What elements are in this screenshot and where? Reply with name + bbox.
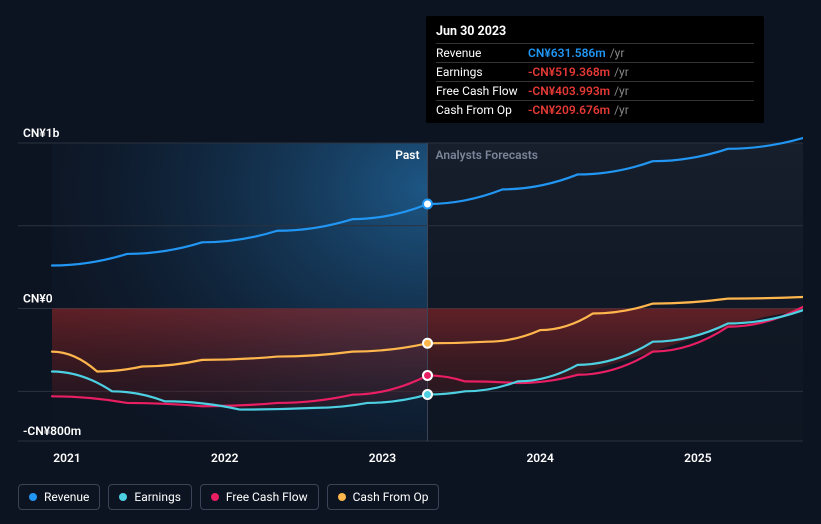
hover-tooltip: Jun 30 2023 RevenueCN¥631.586m/yrEarning…	[426, 16, 764, 123]
x-axis-label: 2021	[53, 451, 80, 465]
chart-legend: Revenue Earnings Free Cash Flow Cash From O…	[18, 484, 439, 510]
x-axis-label: 2022	[211, 451, 239, 465]
tooltip-key: Revenue	[436, 46, 528, 60]
tooltip-unit: /yr	[610, 65, 629, 79]
tooltip-key: Earnings	[436, 65, 528, 79]
x-axis-label: 2025	[684, 451, 712, 465]
legend-item-cash-from-op[interactable]: Cash From Op	[327, 484, 440, 510]
tooltip-value: -CN¥209.676m	[528, 103, 610, 117]
y-axis-label: -CN¥800m	[23, 424, 81, 438]
tooltip-value: -CN¥403.993m	[528, 84, 610, 98]
forecast-label: Analysts Forecasts	[436, 148, 538, 162]
legend-dot	[119, 493, 127, 501]
tooltip-value: CN¥631.586m	[528, 46, 606, 60]
y-axis-label: CN¥0	[23, 292, 53, 306]
tooltip-key: Free Cash Flow	[436, 84, 528, 98]
tooltip-value: -CN¥519.368m	[528, 65, 610, 79]
legend-label: Revenue	[44, 490, 89, 504]
legend-label: Free Cash Flow	[226, 490, 308, 504]
tooltip-row: Earnings-CN¥519.368m/yr	[436, 62, 754, 81]
legend-label: Earnings	[134, 490, 181, 504]
legend-dot	[211, 493, 219, 501]
tooltip-unit: /yr	[606, 46, 625, 60]
legend-label: Cash From Op	[353, 490, 429, 504]
x-axis-label: 2024	[526, 451, 554, 465]
legend-dot	[338, 493, 346, 501]
legend-item-revenue[interactable]: Revenue	[18, 484, 100, 510]
tooltip-row: RevenueCN¥631.586m/yr	[436, 43, 754, 62]
past-label: Past	[395, 148, 419, 162]
tooltip-unit: /yr	[610, 84, 629, 98]
tooltip-unit: /yr	[610, 103, 629, 117]
tooltip-key: Cash From Op	[436, 103, 528, 117]
tooltip-row: Free Cash Flow-CN¥403.993m/yr	[436, 81, 754, 100]
tooltip-date: Jun 30 2023	[436, 24, 754, 43]
x-axis-label: 2023	[369, 451, 397, 465]
legend-item-free-cash-flow[interactable]: Free Cash Flow	[200, 484, 319, 510]
tooltip-row: Cash From Op-CN¥209.676m/yr	[436, 100, 754, 119]
legend-item-earnings[interactable]: Earnings	[108, 484, 192, 510]
legend-dot	[29, 493, 37, 501]
y-axis-label: CN¥1b	[23, 126, 60, 140]
